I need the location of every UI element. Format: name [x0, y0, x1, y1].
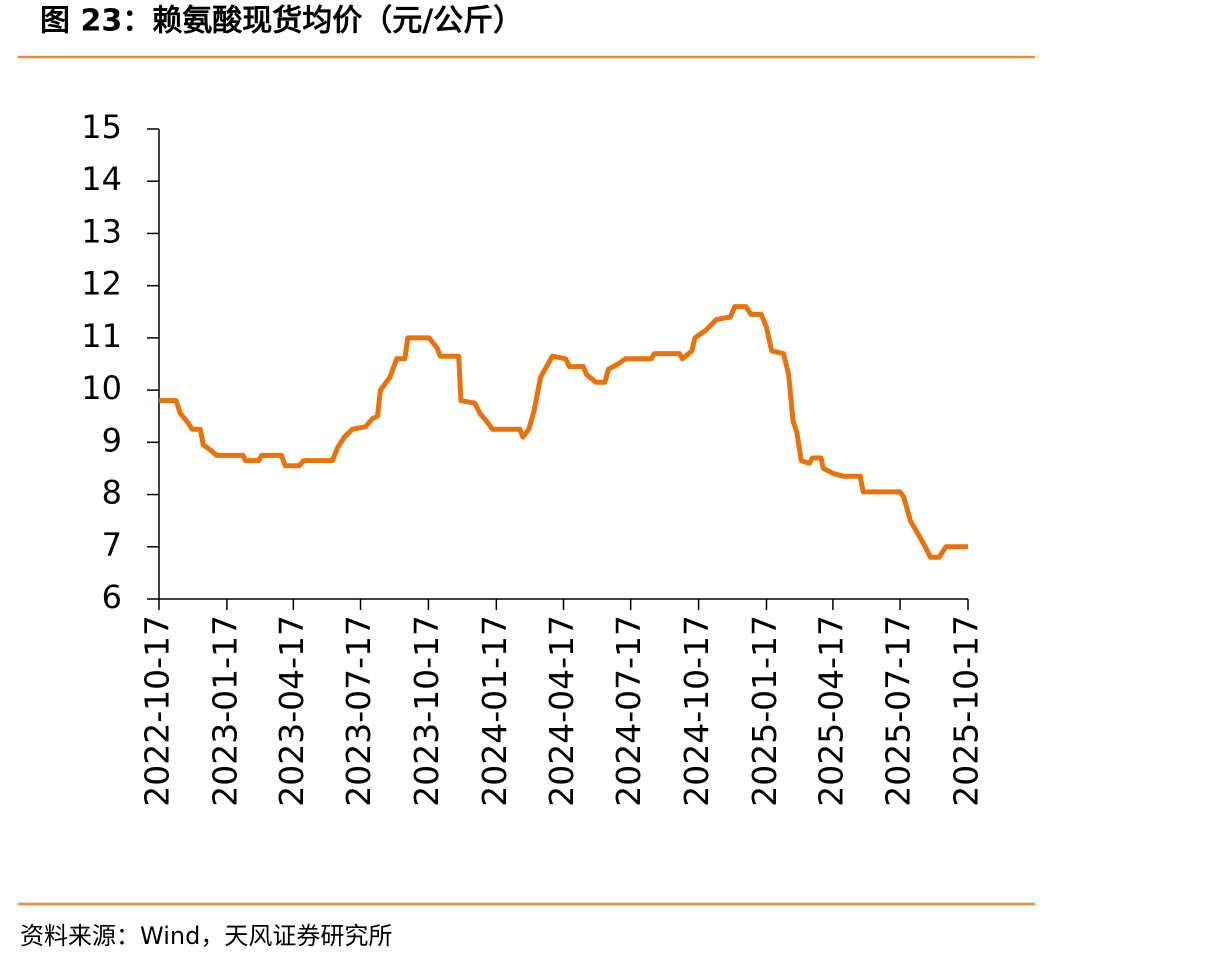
y-tick-label: 15 — [81, 108, 122, 146]
x-tick-label: 2023-04-17 — [272, 615, 311, 807]
data-line — [159, 304, 968, 560]
y-tick-label: 7 — [102, 526, 122, 564]
chart-title: 图 23：赖氨酸现货均价（元/公斤） — [40, 4, 523, 39]
x-tick-label: 2023-10-17 — [407, 615, 446, 807]
y-tick-label: 9 — [102, 421, 122, 459]
x-tick-label: 2024-04-17 — [542, 615, 581, 807]
x-tick-label: 2025-10-17 — [947, 615, 986, 807]
y-tick-label: 11 — [81, 317, 122, 355]
y-tick-label: 10 — [81, 369, 122, 407]
x-tick-label: 2024-01-17 — [475, 615, 514, 807]
y-tick-label: 13 — [81, 212, 122, 250]
x-tick-label: 2023-07-17 — [339, 615, 378, 807]
y-tick-label: 14 — [81, 160, 122, 198]
x-tick-label: 2025-04-17 — [811, 615, 850, 807]
y-tick-label: 12 — [81, 265, 122, 303]
x-tick-label: 2024-07-17 — [609, 615, 648, 807]
source-note: 资料来源：Wind，天风证券研究所 — [20, 922, 392, 950]
y-tick-label: 8 — [102, 474, 122, 512]
x-tick-label: 2025-07-17 — [879, 615, 918, 807]
y-tick-label: 6 — [102, 578, 122, 616]
x-tick-label: 2022-10-17 — [138, 615, 177, 807]
x-tick-label: 2025-01-17 — [745, 615, 784, 807]
x-tick-label: 2023-01-17 — [205, 615, 244, 807]
x-tick-label: 2024-10-17 — [677, 615, 716, 807]
